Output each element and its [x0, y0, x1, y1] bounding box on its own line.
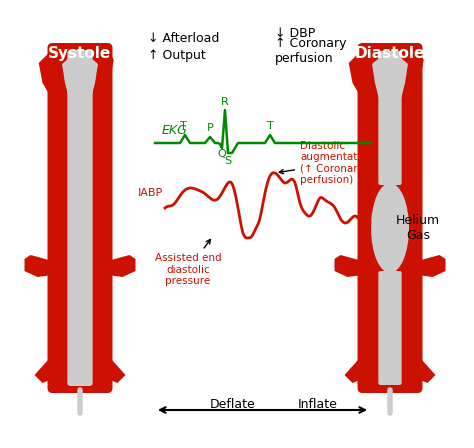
- Text: R: R: [221, 97, 229, 107]
- Text: T: T: [266, 121, 273, 131]
- Polygon shape: [108, 255, 136, 277]
- Polygon shape: [335, 255, 363, 277]
- Polygon shape: [35, 355, 126, 383]
- FancyBboxPatch shape: [47, 43, 112, 393]
- Text: Diastole: Diastole: [355, 46, 425, 60]
- FancyBboxPatch shape: [378, 51, 401, 185]
- Text: Diastolic
augmentation
(↑ Coronary
perfusion): Diastolic augmentation (↑ Coronary perfu…: [279, 141, 374, 185]
- Text: IABP: IABP: [138, 188, 163, 198]
- Polygon shape: [39, 43, 114, 108]
- FancyBboxPatch shape: [67, 50, 92, 386]
- Polygon shape: [25, 255, 53, 277]
- Ellipse shape: [371, 183, 409, 273]
- FancyBboxPatch shape: [357, 43, 422, 393]
- Polygon shape: [62, 53, 98, 103]
- FancyBboxPatch shape: [378, 271, 401, 385]
- Text: Systole: Systole: [48, 46, 111, 60]
- Text: P: P: [207, 123, 213, 133]
- Text: ↑ Coronary
perfusion: ↑ Coronary perfusion: [275, 37, 346, 65]
- Text: T: T: [180, 121, 186, 131]
- Text: EKG: EKG: [162, 124, 188, 137]
- Text: Deflate: Deflate: [210, 398, 255, 411]
- Text: Helium
Gas: Helium Gas: [396, 214, 440, 242]
- Polygon shape: [418, 255, 446, 277]
- Text: S: S: [224, 156, 232, 166]
- Text: Inflate: Inflate: [298, 398, 337, 411]
- Text: ↑ Output: ↑ Output: [148, 48, 206, 61]
- Text: Q: Q: [218, 149, 227, 159]
- Polygon shape: [372, 53, 408, 103]
- Polygon shape: [349, 43, 424, 108]
- Text: Assisted end
diastolic
pressure: Assisted end diastolic pressure: [155, 240, 221, 286]
- Text: ↓ DBP: ↓ DBP: [275, 26, 315, 39]
- Text: ↓ Afterload: ↓ Afterload: [148, 31, 219, 44]
- Polygon shape: [345, 355, 436, 383]
